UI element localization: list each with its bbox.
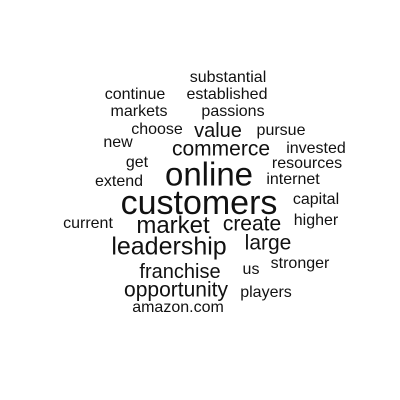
- word-create: create: [222, 212, 282, 236]
- word-new: new: [103, 134, 133, 151]
- word-franchise: franchise: [139, 261, 221, 283]
- word-leadership: leadership: [111, 232, 227, 261]
- word-continue: continue: [104, 86, 166, 103]
- word-choose: choose: [131, 121, 183, 138]
- word-extend: extend: [94, 173, 144, 190]
- word-market: market: [136, 212, 210, 239]
- word-capital: capital: [292, 191, 340, 208]
- word-current: current: [63, 215, 113, 232]
- word-value: value: [194, 120, 242, 142]
- word-amazon-com: amazon.com: [132, 299, 224, 316]
- word-players: players: [240, 284, 292, 301]
- word-online: online: [164, 155, 254, 193]
- word-commerce: commerce: [171, 137, 271, 161]
- word-us: us: [242, 261, 260, 278]
- word-internet: internet: [266, 171, 320, 188]
- word-get: get: [125, 154, 149, 171]
- word-resources: resources: [271, 155, 343, 172]
- word-established: established: [186, 86, 268, 103]
- word-stronger: stronger: [270, 255, 330, 272]
- word-pursue: pursue: [256, 122, 306, 139]
- word-substantial: substantial: [189, 69, 267, 86]
- word-markets: markets: [110, 103, 168, 120]
- word-opportunity: opportunity: [124, 278, 228, 302]
- word-customers: customers: [120, 184, 278, 222]
- word-higher: higher: [293, 212, 339, 229]
- word-passions: passions: [201, 103, 265, 120]
- word-large: large: [244, 231, 292, 255]
- word-invested: invested: [286, 140, 346, 157]
